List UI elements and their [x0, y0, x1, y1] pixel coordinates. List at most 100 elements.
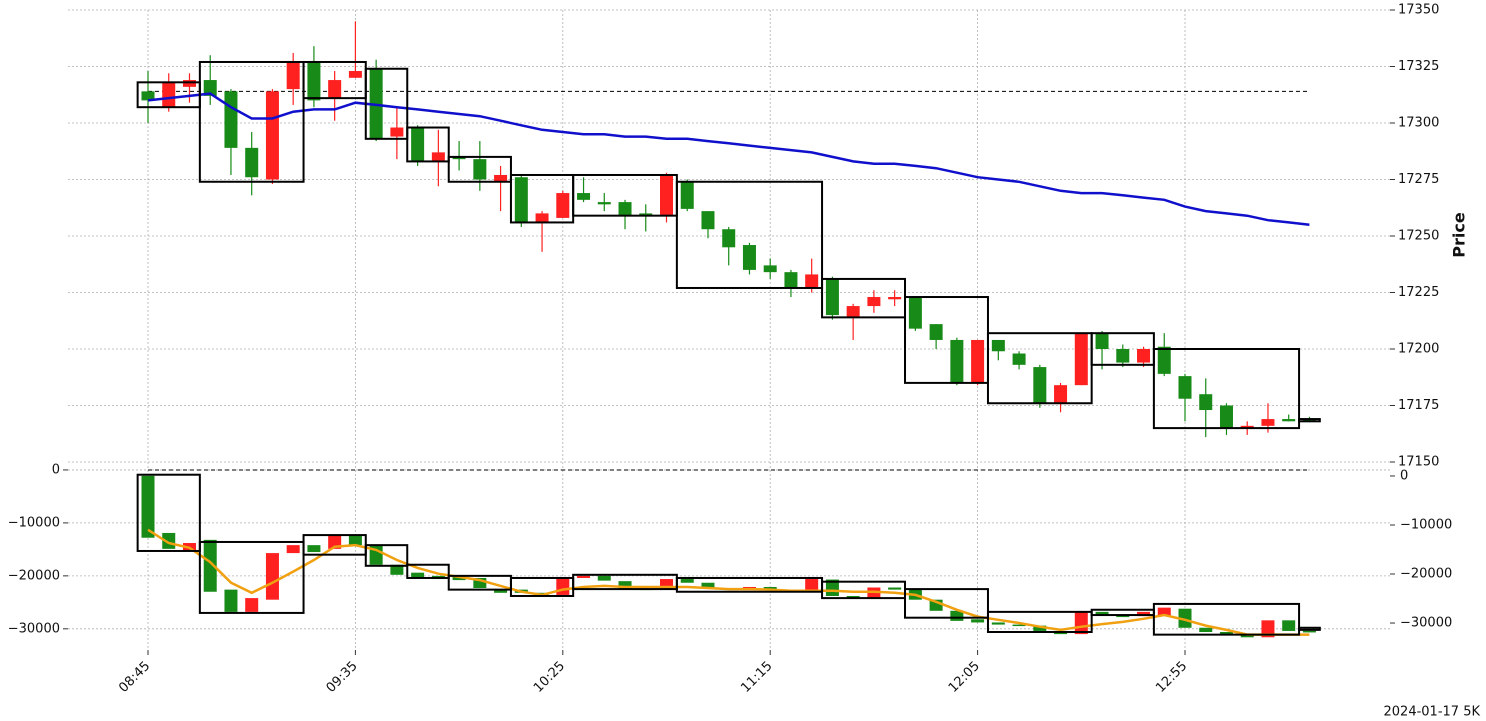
y-tick-label: −30000: [8, 621, 60, 636]
candle-body: [1054, 385, 1068, 404]
y-axis-label: Price: [1450, 212, 1469, 258]
candle-body: [307, 61, 321, 101]
candle-body: [1095, 333, 1109, 349]
candle-body: [1095, 611, 1109, 616]
candle-body: [348, 71, 362, 78]
candle-body: [971, 339, 985, 383]
candle-body: [452, 156, 466, 160]
candle-body: [1219, 631, 1233, 636]
candle-body: [680, 579, 694, 583]
candle-body: [929, 599, 943, 611]
candle-body: [348, 535, 362, 546]
y-tick-label: 17200: [1398, 342, 1439, 357]
candle-body: [162, 82, 176, 108]
candle-body: [888, 297, 902, 300]
candle-body: [1240, 425, 1254, 429]
candle-body: [1137, 611, 1151, 617]
range-box: [406, 126, 450, 163]
y-tick-label: −20000: [8, 568, 60, 583]
candle-body: [307, 545, 321, 553]
y-tick-label: 17250: [1398, 229, 1439, 244]
candle-body: [494, 174, 508, 182]
range-box: [198, 540, 305, 614]
candle-body: [971, 619, 985, 623]
candle-body: [431, 152, 445, 162]
candle-body: [224, 91, 238, 148]
candle-body: [805, 274, 819, 288]
range-box: [904, 588, 989, 619]
candle-body: [1282, 419, 1296, 422]
candle-body: [452, 576, 466, 581]
candle-body: [1116, 349, 1130, 363]
candle-body: [597, 202, 611, 205]
candle-body: [660, 174, 673, 216]
candle-body: [950, 339, 964, 383]
candle-body: [867, 297, 881, 307]
range-box: [364, 67, 409, 140]
y-tick-label: 17325: [1398, 59, 1439, 74]
candle-body: [1219, 405, 1233, 429]
candle-body: [1074, 611, 1088, 635]
candle-body: [411, 127, 425, 162]
candle-body: [1116, 615, 1130, 618]
y-tick-label: 17175: [1398, 398, 1439, 413]
candle-body: [1012, 624, 1026, 627]
range-box: [986, 332, 1093, 405]
candle-body: [203, 539, 217, 592]
candle-body: [286, 61, 300, 90]
y2-tick-label: −30000: [1400, 616, 1452, 631]
candle-body: [473, 159, 487, 180]
y2-tick-label: −10000: [1400, 517, 1452, 532]
candle-body: [701, 211, 715, 230]
candle-body: [1178, 608, 1192, 628]
candle-body: [245, 598, 259, 612]
candle-body: [141, 475, 155, 538]
candle-body: [1199, 394, 1213, 411]
range-box: [406, 563, 450, 579]
range-box: [198, 60, 305, 183]
candle-body: [991, 622, 1005, 625]
candle-body: [597, 575, 611, 581]
y-tick-label: 17225: [1398, 285, 1439, 300]
candle-body: [825, 278, 839, 316]
range-box: [1298, 418, 1321, 423]
candle-body: [535, 213, 549, 223]
candle-body: [991, 339, 1005, 352]
range-box: [986, 610, 1093, 633]
footnote: 2024-01-17 5K: [1384, 705, 1481, 720]
candle-body: [514, 177, 528, 223]
range-box: [447, 155, 512, 183]
candle-body: [660, 579, 673, 590]
candle-body: [763, 586, 777, 590]
candle-body: [556, 577, 570, 595]
y-tick-label: −10000: [8, 515, 60, 530]
candle-body: [618, 581, 632, 589]
range-box: [1152, 348, 1301, 430]
y-tick-label: 17300: [1398, 116, 1439, 131]
candle-body: [722, 229, 736, 248]
candle-body: [639, 213, 653, 216]
y2-tick-label: 0: [1400, 468, 1408, 483]
y-tick-label: 17150: [1398, 455, 1439, 470]
candle-body: [618, 202, 632, 216]
candle-body: [908, 297, 922, 329]
candle-body: [1137, 349, 1151, 363]
candle-body: [265, 553, 279, 600]
candle-body: [1157, 346, 1171, 374]
candle-body: [1199, 627, 1213, 632]
range-box: [136, 473, 201, 552]
candle-body: [950, 610, 964, 621]
candle-body: [763, 265, 777, 273]
candle-body: [888, 587, 902, 590]
candle-body: [265, 91, 279, 180]
candle-body: [1033, 625, 1047, 631]
candle-body: [1074, 333, 1088, 386]
candle-body: [805, 579, 819, 592]
candle-body: [577, 575, 591, 578]
candle-body: [494, 589, 508, 593]
candle-body: [846, 306, 860, 318]
candle-body: [1012, 353, 1026, 365]
candle-body: [929, 324, 943, 340]
candle-body: [784, 272, 798, 288]
